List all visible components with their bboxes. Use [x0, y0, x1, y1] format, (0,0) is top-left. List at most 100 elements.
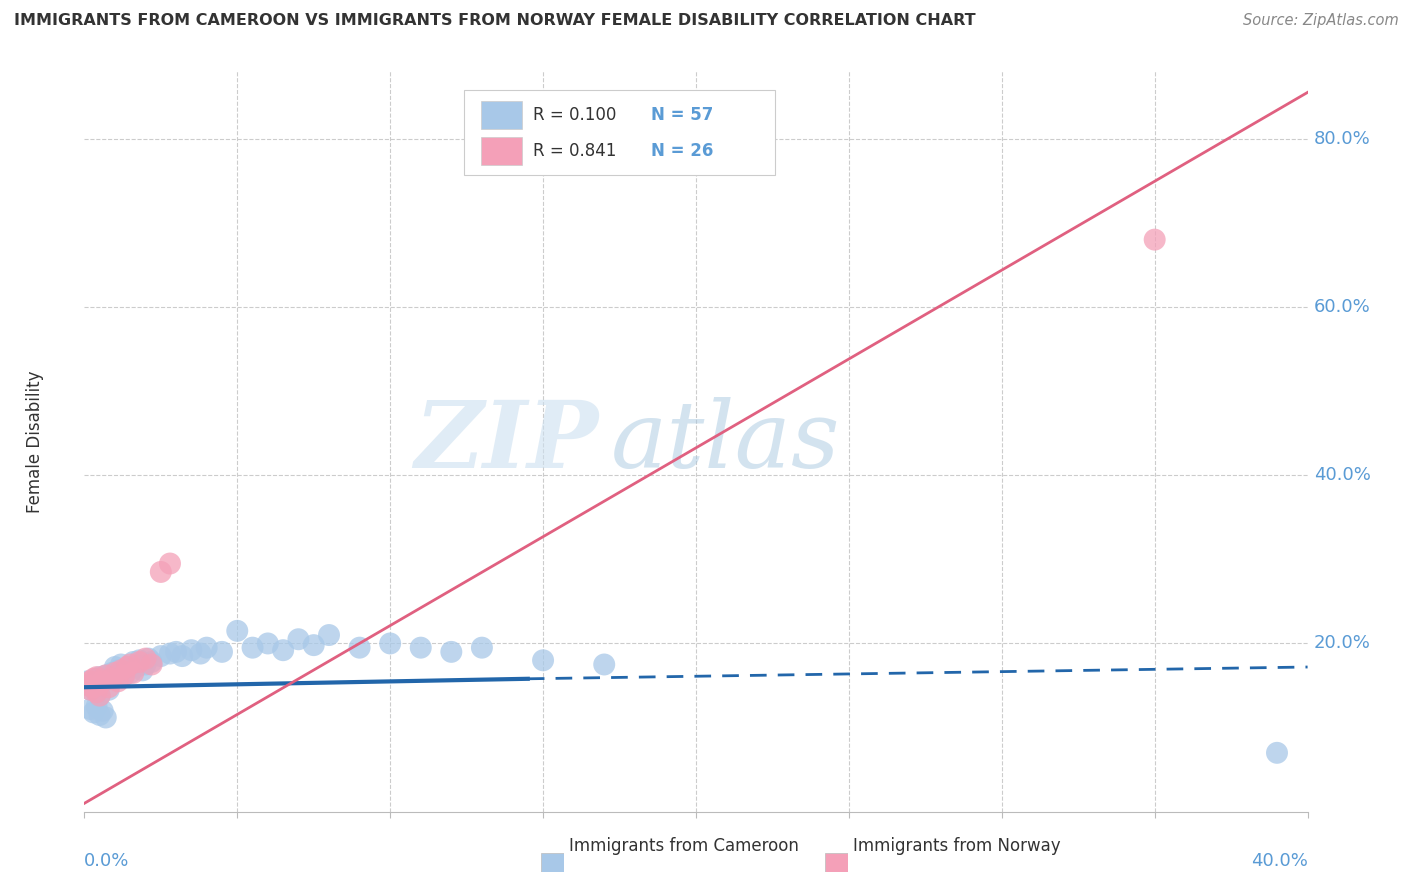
Point: [79, 682, 101, 697]
Point: [226, 624, 249, 638]
Point: [165, 645, 187, 659]
Point: [86, 685, 108, 699]
Point: [104, 670, 127, 684]
Point: [172, 649, 194, 664]
Point: [302, 638, 325, 652]
Point: [211, 645, 233, 659]
Point: [76, 679, 98, 693]
Point: [86, 672, 108, 686]
Point: [110, 664, 132, 678]
Point: [287, 632, 309, 647]
Point: [79, 682, 101, 697]
Point: [122, 665, 145, 680]
Point: [440, 645, 463, 659]
Text: N = 26: N = 26: [651, 142, 713, 160]
FancyBboxPatch shape: [481, 101, 522, 129]
Point: [257, 636, 280, 650]
Text: 40.0%: 40.0%: [1313, 467, 1371, 484]
Point: [180, 643, 202, 657]
Point: [83, 680, 105, 694]
Point: [76, 674, 98, 689]
Point: [128, 655, 150, 669]
Text: Female Disability: Female Disability: [27, 370, 45, 513]
Point: [89, 708, 111, 723]
Point: [83, 706, 105, 720]
Point: [115, 662, 138, 676]
Point: [195, 640, 218, 655]
Point: [318, 628, 340, 642]
Point: [128, 653, 150, 667]
Text: 80.0%: 80.0%: [1313, 129, 1371, 148]
Point: [125, 660, 148, 674]
Point: [79, 674, 101, 689]
Point: [593, 657, 616, 672]
Point: [159, 647, 181, 661]
Point: [131, 664, 153, 678]
Point: [149, 565, 172, 579]
Point: [94, 668, 117, 682]
Text: N = 57: N = 57: [651, 106, 713, 124]
Point: [242, 640, 264, 655]
Point: [120, 657, 142, 672]
Point: [107, 664, 129, 678]
Text: IMMIGRANTS FROM CAMEROON VS IMMIGRANTS FROM NORWAY FEMALE DISABILITY CORRELATION: IMMIGRANTS FROM CAMEROON VS IMMIGRANTS F…: [14, 13, 976, 29]
Point: [83, 680, 105, 694]
Point: [83, 672, 105, 686]
Point: [94, 668, 117, 682]
Point: [79, 702, 101, 716]
Point: [83, 677, 105, 691]
Point: [149, 649, 172, 664]
Text: 60.0%: 60.0%: [1313, 298, 1371, 316]
Point: [115, 660, 138, 674]
Point: [190, 647, 212, 661]
Point: [91, 704, 114, 718]
Point: [120, 665, 142, 680]
Point: [159, 557, 181, 571]
Text: 20.0%: 20.0%: [1313, 634, 1371, 652]
Point: [471, 640, 494, 655]
Text: R = 0.841: R = 0.841: [533, 142, 617, 160]
FancyBboxPatch shape: [464, 90, 776, 175]
Point: [380, 636, 402, 650]
Text: atlas: atlas: [610, 397, 839, 486]
Point: [138, 651, 160, 665]
Point: [349, 640, 371, 655]
Point: [112, 668, 135, 682]
Point: [110, 657, 132, 672]
Point: [101, 672, 124, 686]
Point: [409, 640, 432, 655]
Text: Source: ZipAtlas.com: Source: ZipAtlas.com: [1243, 13, 1399, 29]
Point: [86, 670, 108, 684]
FancyBboxPatch shape: [481, 136, 522, 165]
Text: R = 0.100: R = 0.100: [533, 106, 617, 124]
Point: [86, 699, 108, 714]
Point: [91, 674, 114, 689]
Point: [89, 689, 111, 703]
Point: [141, 657, 163, 672]
Point: [135, 651, 157, 665]
Text: 0.0%: 0.0%: [84, 853, 129, 871]
Point: [97, 680, 120, 694]
Point: [79, 679, 101, 693]
Point: [101, 665, 124, 680]
Point: [135, 657, 157, 672]
Text: ZIP: ZIP: [413, 397, 598, 486]
Point: [91, 674, 114, 689]
Point: [89, 670, 111, 684]
Point: [122, 655, 145, 669]
Point: [86, 685, 108, 699]
Point: [141, 655, 163, 669]
Point: [104, 660, 127, 674]
Point: [1143, 233, 1166, 247]
Text: 40.0%: 40.0%: [1251, 853, 1308, 871]
Text: Immigrants from Norway: Immigrants from Norway: [853, 837, 1062, 855]
Point: [97, 682, 120, 697]
Point: [97, 672, 120, 686]
Point: [107, 674, 129, 689]
Text: Immigrants from Cameroon: Immigrants from Cameroon: [569, 837, 799, 855]
Point: [89, 677, 111, 691]
Point: [271, 643, 294, 657]
Point: [531, 653, 554, 667]
Point: [104, 665, 127, 680]
Point: [94, 710, 117, 724]
